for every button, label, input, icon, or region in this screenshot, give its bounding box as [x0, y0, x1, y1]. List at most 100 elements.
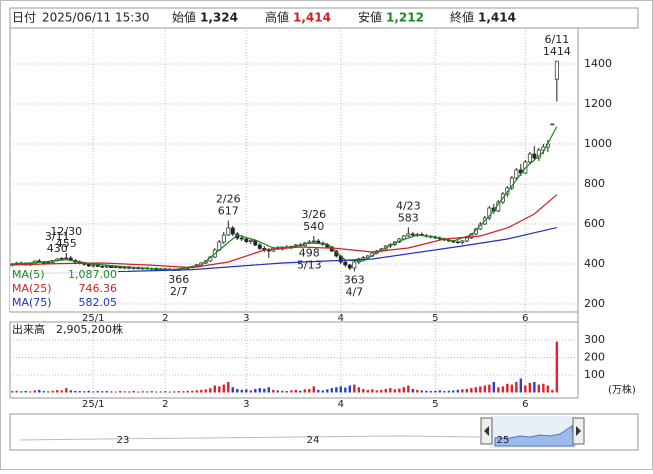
low-label: 安値 [358, 10, 382, 25]
volume-bar [29, 391, 32, 393]
candle-body [248, 240, 253, 242]
volume-bar [87, 390, 90, 393]
x-tick-label: 2 [162, 399, 168, 410]
y-tick-label: 600 [584, 217, 605, 230]
volume-bar [402, 387, 406, 393]
volume-bar [380, 389, 383, 393]
volume-bar [209, 388, 212, 393]
volume-label: 出来高 [12, 322, 45, 336]
candle-body [100, 266, 105, 268]
annotation-date: 5/13 [297, 258, 322, 271]
open-value: 1,324 [200, 11, 238, 25]
candle-body [532, 153, 537, 159]
volume-bar [303, 389, 307, 393]
candle-body [113, 266, 118, 268]
candle-body [226, 227, 231, 236]
x-tick-label: 6 [522, 313, 528, 324]
volume-bar [222, 384, 225, 393]
y-tick-label: 200 [584, 297, 605, 310]
volume-bar [78, 391, 81, 393]
volume-bar [263, 388, 266, 393]
volume-bar [344, 387, 347, 393]
volume-bar [393, 389, 397, 393]
volume-bar [191, 390, 194, 393]
volume-bar [236, 388, 239, 393]
candle-body [244, 238, 249, 242]
volume-bar [15, 390, 18, 393]
y-tick-label: 1000 [584, 137, 612, 150]
volume-bar [429, 391, 433, 393]
x-tick-label: 4 [338, 313, 344, 324]
volume-bar [105, 390, 108, 393]
annotation-date: 2/7 [170, 285, 188, 298]
volume-bar [173, 391, 176, 393]
volume-bar [497, 387, 500, 393]
volume-bar [456, 389, 460, 393]
volume-bar [60, 390, 63, 393]
x-tick-label: 5 [432, 399, 438, 410]
volume-bar [200, 389, 203, 393]
legend-name: MA(75) [12, 296, 52, 309]
volume-bar [267, 387, 270, 393]
volume-bar [195, 390, 198, 393]
volume-bar [258, 388, 261, 393]
annotation-value: 617 [218, 205, 239, 218]
volume-bar [524, 385, 527, 393]
candle-body [239, 237, 244, 240]
volume-panel [9, 321, 579, 399]
y-tick-label: 400 [584, 257, 605, 270]
volume-tick-label: 200 [584, 350, 605, 363]
volume-bar [312, 386, 316, 393]
volume-bar [24, 390, 27, 393]
legend-value: 746.36 [79, 282, 118, 295]
volume-bar [213, 385, 216, 393]
volume-bar [299, 390, 302, 393]
candle-body [527, 153, 532, 163]
high-value: 1,414 [293, 11, 331, 25]
candle-body [347, 264, 352, 269]
annotation-date: 12/30 [50, 225, 82, 238]
candle-body [464, 237, 469, 242]
volume-bar [168, 391, 171, 393]
volume-bar [326, 389, 329, 393]
volume-bar [272, 389, 275, 393]
volume-bar [546, 385, 550, 393]
volume-bar [330, 388, 334, 393]
volume-bar [114, 391, 117, 393]
volume-bar [204, 389, 207, 393]
volume-bar [420, 390, 424, 393]
candle-body [343, 261, 348, 266]
navigator-label: 24 [307, 435, 320, 446]
legend-value: 582.05 [79, 296, 118, 309]
annotation-date: 4/23 [396, 199, 421, 212]
volume-bar [425, 390, 428, 393]
candle-body [95, 264, 100, 267]
candle-body [455, 241, 460, 244]
volume-bar [69, 390, 72, 393]
volume-bar [537, 384, 541, 393]
navigator-window[interactable] [490, 416, 576, 448]
volume-bar [443, 391, 446, 393]
candle-body [514, 169, 519, 179]
volume-bar [101, 391, 104, 393]
candle-body [554, 60, 559, 80]
arrow-right [576, 426, 581, 436]
volume-bar [447, 390, 451, 393]
navigator-label: 23 [117, 435, 130, 446]
volume-bar [110, 391, 113, 393]
volume-bar [137, 391, 140, 393]
volume-bar [294, 389, 298, 393]
volume-bar [398, 388, 401, 393]
volume-bar [150, 391, 153, 393]
volume-bar [42, 391, 45, 393]
volume-bar [371, 389, 374, 393]
annotation-value: 583 [398, 211, 419, 224]
volume-bar [254, 388, 257, 393]
x-tick-label: 5 [432, 313, 438, 324]
high-label: 高値 [265, 10, 289, 25]
volume-bar [375, 390, 379, 393]
volume-bar [20, 391, 23, 393]
volume-bar [240, 389, 243, 393]
legend-box [10, 268, 118, 311]
